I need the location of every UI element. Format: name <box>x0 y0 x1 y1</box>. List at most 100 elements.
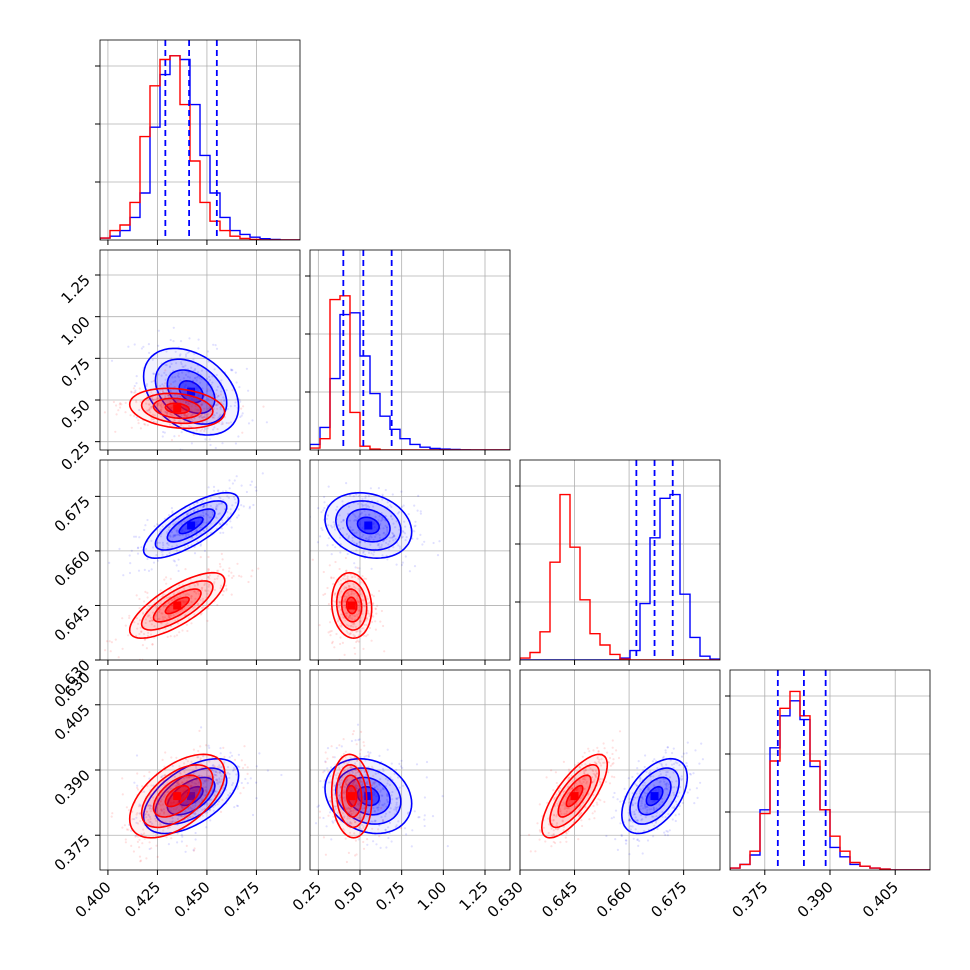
series_a-point <box>214 778 217 781</box>
series_b-point <box>183 783 186 786</box>
series_b-point <box>136 772 139 775</box>
series_b-point <box>189 408 192 411</box>
series_a-point <box>327 485 330 488</box>
series_a-point <box>666 830 669 833</box>
series_a-point <box>446 845 449 848</box>
series_b-point <box>213 578 216 581</box>
series_a-point <box>373 786 376 789</box>
series_a-point <box>215 508 218 511</box>
series_a-point <box>372 505 375 508</box>
series_a-point <box>361 505 364 508</box>
series_b-point <box>199 613 202 616</box>
series_a-point <box>181 806 184 809</box>
series_b-point <box>148 620 151 623</box>
series_b-point <box>228 567 231 570</box>
series_a-point <box>167 843 170 846</box>
series_a-point <box>202 514 205 517</box>
series_b-point <box>143 813 146 816</box>
series_b-point <box>179 391 182 394</box>
series_b-point <box>332 604 335 607</box>
series_b-point <box>242 786 245 790</box>
series_a-point <box>189 807 192 810</box>
series_b-point <box>358 752 362 756</box>
series_a-point <box>187 807 190 811</box>
series_a-point <box>209 819 212 822</box>
series_b-point <box>374 628 377 631</box>
series_a-point <box>162 544 165 547</box>
series_b-point <box>200 612 203 615</box>
series_b-point <box>151 793 154 796</box>
series_a-point <box>136 547 140 550</box>
series_b-point <box>161 616 164 619</box>
series_b-point <box>331 756 335 759</box>
series_a-point <box>628 853 631 856</box>
series_a-point <box>359 541 362 544</box>
series_b-point <box>136 788 140 791</box>
series_a-point <box>167 514 171 517</box>
series_b-point <box>109 650 112 653</box>
series_b-point <box>199 745 202 748</box>
series_a-point <box>668 829 671 832</box>
series_b-point <box>185 844 188 848</box>
series_a-point <box>196 371 200 374</box>
series_b-point <box>347 593 350 597</box>
series_a-point <box>157 329 160 332</box>
series_b-point <box>207 413 210 416</box>
series_b-point <box>565 832 568 835</box>
series_b-point <box>221 593 224 597</box>
series_b-point <box>552 789 555 792</box>
series_b-point <box>121 793 124 796</box>
series_a-point <box>217 781 220 784</box>
series_b-point <box>148 408 151 411</box>
series_a-point <box>355 531 358 534</box>
series_a-point <box>162 461 164 463</box>
series_a-point <box>164 378 167 381</box>
series_a-point <box>185 534 188 537</box>
series_b-point <box>143 775 146 778</box>
series_b-point <box>150 808 153 811</box>
series_b-point <box>339 579 342 582</box>
series_b-point <box>174 808 177 811</box>
series_a-point <box>376 544 379 547</box>
series_b-point <box>146 827 149 830</box>
series_a-contours <box>324 491 413 560</box>
series_a-point <box>386 793 389 796</box>
series_b-point <box>200 587 203 590</box>
series_b-point <box>220 775 223 778</box>
series_b-point <box>218 562 221 566</box>
series_b-point <box>150 784 153 787</box>
series_b-point <box>227 570 231 573</box>
series_a-point <box>202 511 205 514</box>
series_a-point <box>248 505 251 508</box>
series_b-point <box>342 577 345 580</box>
y-tick-label: 0.645 <box>51 602 94 645</box>
series_b-point <box>127 809 131 812</box>
series_b-point <box>360 627 363 630</box>
series_a-point <box>319 780 322 783</box>
series_b-point <box>148 820 151 824</box>
series_b-point <box>162 604 165 608</box>
series_b-point <box>230 593 233 596</box>
series_b-point <box>565 840 568 843</box>
series_b-point <box>311 558 314 561</box>
series_b-point <box>187 776 190 779</box>
series_a-point <box>245 490 248 494</box>
series_b-point <box>220 401 223 404</box>
series_b-point <box>356 629 359 633</box>
series_a-point <box>404 555 407 558</box>
series_b-point <box>322 570 325 574</box>
series_b-point <box>189 396 192 399</box>
series_a-point <box>204 779 207 782</box>
series_a-point <box>695 787 699 790</box>
series_b-point <box>196 756 199 759</box>
series_b-point <box>351 617 354 620</box>
series_b-point <box>151 405 154 408</box>
series_b-point <box>129 414 132 417</box>
series_b-point <box>176 413 179 416</box>
series_a-point <box>197 347 200 350</box>
series_b-point <box>159 800 163 803</box>
series_a-point <box>351 536 354 539</box>
series_b-point <box>366 838 369 841</box>
series_a-point <box>171 376 174 379</box>
series_a-point <box>382 532 385 535</box>
